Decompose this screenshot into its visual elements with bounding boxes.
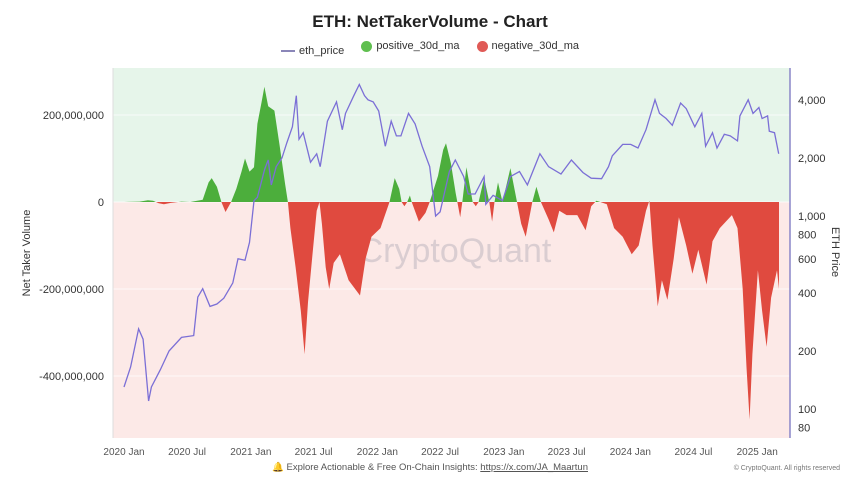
y-right-tick-label: 80 bbox=[798, 423, 810, 435]
y-right-tick-label: 600 bbox=[798, 254, 816, 266]
x-tick-label: 2022 Jul bbox=[421, 447, 459, 458]
y-left-tick-label: 0 bbox=[98, 197, 104, 209]
y-right-tick-label: 4,000 bbox=[798, 95, 826, 107]
y-right-tick-label: 100 bbox=[798, 404, 816, 416]
legend-item-positive[interactable]: positive_30d_ma bbox=[361, 40, 459, 52]
y-right-tick-label: 2,000 bbox=[798, 153, 826, 165]
x-tick-label: 2021 Jul bbox=[295, 447, 333, 458]
x-tick-label: 2024 Jan bbox=[610, 447, 651, 458]
y-left-tick-label: -200,000,000 bbox=[39, 284, 104, 296]
legend: eth_price positive_30d_ma negative_30d_m… bbox=[0, 40, 860, 57]
negative-30d-ma-area bbox=[124, 202, 779, 420]
green-dot-icon bbox=[361, 40, 373, 52]
bell-icon: 🔔 bbox=[272, 462, 284, 473]
y-right-tick-label: 400 bbox=[798, 288, 816, 300]
x-tick-label: 2020 Jan bbox=[103, 447, 144, 458]
y-axis-right-label: ETH Price bbox=[829, 227, 841, 277]
footer-link[interactable]: https://x.com/JA_Maartun bbox=[480, 462, 588, 473]
x-tick-label: 2022 Jan bbox=[357, 447, 398, 458]
x-tick-label: 2024 Jul bbox=[675, 447, 713, 458]
eth-price-line bbox=[123, 82, 780, 402]
y-left-tick-label: -400,000,000 bbox=[39, 371, 104, 383]
negative-zone bbox=[113, 202, 790, 438]
footer-text: Explore Actionable & Free On-Chain Insig… bbox=[286, 462, 481, 473]
x-tick-label: 2023 Jul bbox=[548, 447, 586, 458]
legend-label: positive_30d_ma bbox=[376, 40, 460, 52]
chart-title: ETH: NetTakerVolume - Chart bbox=[312, 12, 548, 31]
x-tick-label: 2021 Jan bbox=[230, 447, 271, 458]
y-left-tick-label: 200,000,000 bbox=[43, 110, 104, 122]
red-dot-icon bbox=[476, 40, 488, 52]
footer: 🔔 Explore Actionable & Free On-Chain Ins… bbox=[0, 462, 860, 473]
y-right-tick-label: 200 bbox=[798, 346, 816, 358]
y-right-tick-label: 800 bbox=[798, 230, 816, 242]
legend-item-negative[interactable]: negative_30d_ma bbox=[476, 40, 580, 52]
y-axis-left-label: Net Taker Volume bbox=[21, 210, 33, 297]
watermark: CryptoQuant bbox=[359, 232, 552, 270]
line-swatch-icon bbox=[280, 49, 295, 52]
legend-item-eth-price[interactable]: eth_price bbox=[280, 44, 345, 57]
copyright: © CryptoQuant. All rights reserved bbox=[733, 465, 840, 472]
y-right-tick-label: 1,000 bbox=[798, 211, 826, 223]
x-tick-label: 2020 Jul bbox=[168, 447, 206, 458]
x-tick-label: 2023 Jan bbox=[483, 447, 524, 458]
legend-label: eth_price bbox=[298, 44, 345, 57]
x-tick-label: 2025 Jan bbox=[737, 447, 778, 458]
legend-label: negative_30d_ma bbox=[491, 40, 580, 52]
positive-30d-ma-area bbox=[124, 86, 779, 202]
